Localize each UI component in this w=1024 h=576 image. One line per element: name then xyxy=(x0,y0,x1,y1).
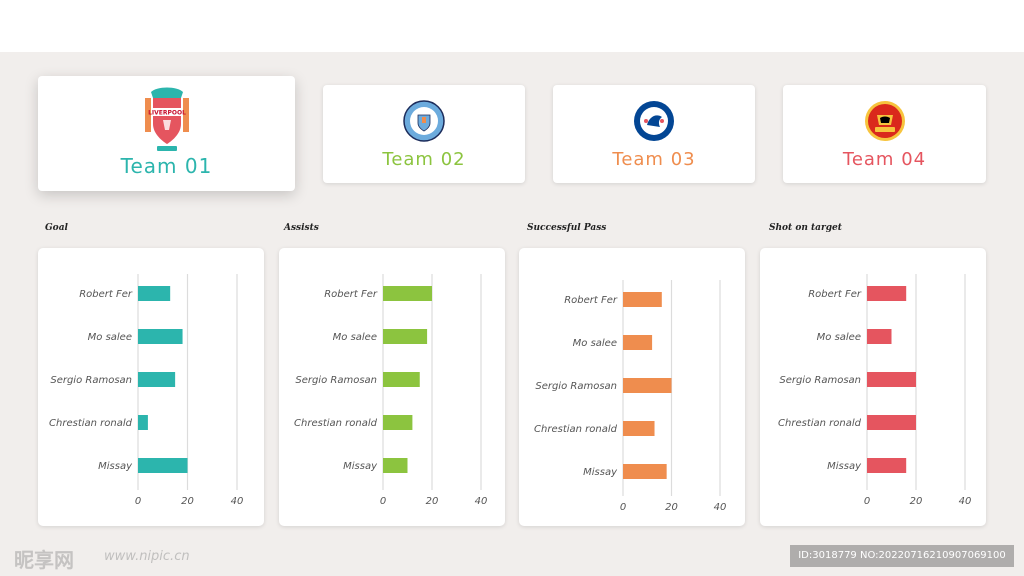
category-label: Sergio Ramosan xyxy=(50,375,132,386)
watermark-logo: 昵享网 xyxy=(14,548,74,572)
tick-label: 0 xyxy=(380,496,386,507)
bar xyxy=(383,329,428,344)
bar xyxy=(383,372,420,387)
team-name: Team 02 xyxy=(382,149,466,170)
tick-label: 0 xyxy=(135,496,141,507)
category-label: Chrestian ronald xyxy=(49,418,133,429)
bar xyxy=(623,464,667,479)
tick-label: 20 xyxy=(910,496,923,507)
bar xyxy=(138,458,188,473)
category-label: Sergio Ramosan xyxy=(779,375,861,386)
bar xyxy=(623,421,655,436)
category-label: Missay xyxy=(98,461,133,472)
category-label: Mo salee xyxy=(573,338,617,349)
bar xyxy=(138,329,183,344)
team-card-04[interactable]: Team 04 xyxy=(783,85,986,183)
chart-title-assists: Assists xyxy=(284,223,319,233)
bar-chart-assists: 0 20 40 Robert Fer Mo salee Sergio Ramosan Chr… xyxy=(294,274,488,507)
chart-card-shot-on-target: 0 20 40 Robert Fer Mo salee Sergio Ramosan Chr… xyxy=(760,248,986,526)
category-label: Missay xyxy=(583,467,618,478)
chelsea-crest-icon xyxy=(634,101,674,141)
category-label: Mo salee xyxy=(88,332,132,343)
category-label: Robert Fer xyxy=(324,289,378,300)
bar xyxy=(867,286,907,301)
tick-label: 0 xyxy=(864,496,870,507)
category-label: Chrestian ronald xyxy=(534,424,618,435)
watermark-url: www.nipic.cn xyxy=(104,549,190,564)
category-label: Chrestian ronald xyxy=(778,418,862,429)
watermark-id: ID:3018779 NO:20220716210907069100 xyxy=(790,545,1014,567)
bar xyxy=(383,415,413,430)
team-name: Team 03 xyxy=(612,149,696,170)
category-label: Sergio Ramosan xyxy=(295,375,377,386)
bar xyxy=(867,329,892,344)
category-label: Robert Fer xyxy=(808,289,862,300)
chart-title-goal: Goal xyxy=(45,223,68,233)
bar xyxy=(623,292,662,307)
team-name: Team 01 xyxy=(120,154,213,178)
bar xyxy=(623,378,672,393)
bar xyxy=(623,335,653,350)
team-card-01[interactable]: LIVERPOOL Team 01 xyxy=(38,76,295,191)
category-label: Mo salee xyxy=(333,332,377,343)
bar xyxy=(867,372,916,387)
category-label: Missay xyxy=(827,461,862,472)
category-label: Robert Fer xyxy=(79,289,133,300)
chart-title-shot-on-target: Shot on target xyxy=(769,223,842,233)
bar-chart-shot-on-target: 0 20 40 Robert Fer Mo salee Sergio Ramosan Chr… xyxy=(778,274,972,507)
bar xyxy=(867,415,916,430)
bar xyxy=(138,372,176,387)
bar-chart-successful-pass: 0 20 40 Robert Fer Mo salee Sergio Ramosan Chr… xyxy=(534,280,727,513)
category-label: Robert Fer xyxy=(564,295,618,306)
category-label: Chrestian ronald xyxy=(294,418,378,429)
bar xyxy=(138,286,171,301)
team-card-03[interactable]: Team 03 xyxy=(553,85,755,183)
bar-chart-goal: 0 20 40 Robert Fer Mo salee Sergio Ramosan Chr… xyxy=(49,274,244,507)
tick-label: 40 xyxy=(959,496,972,507)
tick-label: 20 xyxy=(181,496,194,507)
category-label: Sergio Ramosan xyxy=(535,381,617,392)
bar xyxy=(138,415,148,430)
manchester-united-crest-icon xyxy=(864,101,905,141)
tick-label: 0 xyxy=(620,502,626,513)
category-label: Mo salee xyxy=(817,332,861,343)
tick-label: 40 xyxy=(231,496,244,507)
svg-text:LIVERPOOL: LIVERPOOL xyxy=(148,110,186,117)
category-label: Missay xyxy=(343,461,378,472)
tick-label: 40 xyxy=(714,502,727,513)
tick-label: 20 xyxy=(665,502,678,513)
chart-card-goal: 0 20 40 Robert Fer Mo salee Sergio Ramosan Chr… xyxy=(38,248,264,526)
tick-label: 40 xyxy=(475,496,488,507)
manchester-city-crest-icon xyxy=(403,100,445,142)
bar xyxy=(383,458,408,473)
chart-title-successful-pass: Successful Pass xyxy=(527,223,607,233)
team-card-02[interactable]: Team 02 xyxy=(323,85,525,183)
bar xyxy=(383,286,432,301)
liverpool-crest-icon: LIVERPOOL xyxy=(144,87,189,151)
chart-card-successful-pass: 0 20 40 Robert Fer Mo salee Sergio Ramosan Chr… xyxy=(519,248,745,526)
chart-card-assists: 0 20 40 Robert Fer Mo salee Sergio Ramosan Chr… xyxy=(279,248,505,526)
tick-label: 20 xyxy=(426,496,439,507)
top-bar xyxy=(0,0,1024,52)
bar xyxy=(867,458,907,473)
team-name: Team 04 xyxy=(842,149,927,170)
